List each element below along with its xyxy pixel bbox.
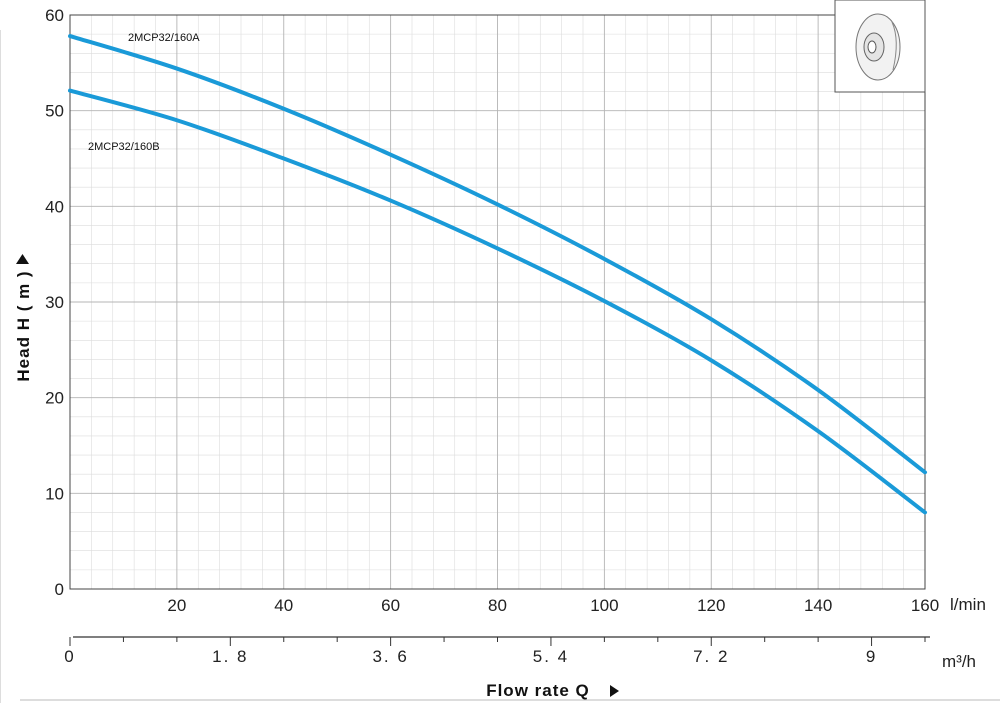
x-tick-label-m3h: 0 — [64, 647, 75, 666]
x-tick-label-m3h: 9 — [866, 647, 877, 666]
series-labels: 2MCP32/160A 2MCP32/160B — [88, 32, 200, 153]
y-tick-label: 20 — [45, 389, 64, 408]
y-axis-title: Head H ( m ) — [14, 270, 33, 381]
y-tick-label: 60 — [45, 6, 64, 25]
x-tick-label-m3h: 1. 8 — [212, 647, 248, 666]
y-tick-label: 50 — [45, 102, 64, 121]
x-tick-label-lmin: 20 — [167, 596, 186, 615]
x-tick-label-lmin: 160 — [911, 596, 939, 615]
x-tick-label-m3h: 3. 6 — [372, 647, 408, 666]
y-tick-label: 40 — [45, 197, 64, 216]
series-line-a — [68, 34, 927, 475]
x-tick-label-lmin: 60 — [381, 596, 400, 615]
x-unit-lmin: l/min — [950, 595, 986, 614]
y-tick-label: 0 — [55, 580, 64, 599]
plot-frame — [69, 14, 926, 590]
y-axis-tick-labels: 0 10 20 30 40 50 60 — [45, 6, 64, 599]
x-unit-m3h: m³/h — [942, 652, 976, 671]
x-tick-label-lmin: 80 — [488, 596, 507, 615]
x-tick-label-m3h: 5. 4 — [533, 647, 569, 666]
y-axis-arrow-icon — [16, 254, 29, 264]
series-label-a: 2MCP32/160A — [128, 32, 200, 44]
series-line-b — [68, 88, 927, 515]
series-label-b: 2MCP32/160B — [88, 141, 160, 153]
x-tick-label-m3h: 7. 2 — [693, 647, 729, 666]
y-tick-label: 30 — [45, 293, 64, 312]
x-tick-label-lmin: 100 — [590, 596, 618, 615]
x-tick-label-lmin: 40 — [274, 596, 293, 615]
y-tick-label: 10 — [45, 484, 64, 503]
x-tick-label-lmin: 140 — [804, 596, 832, 615]
x-axis-arrow-icon — [610, 685, 619, 697]
series-layer — [68, 34, 927, 515]
impeller-image — [834, 0, 926, 93]
y-axis-title-group: Head H ( m ) — [14, 254, 33, 382]
x-axis-title: Flow rate Q — [486, 681, 590, 700]
x-tick-label-lmin: 120 — [697, 596, 725, 615]
x-axis-lmin-tick-labels: 20 40 60 80 100 120 140 160 — [167, 596, 939, 615]
x-axis-m3h-tick-labels: 0 1. 8 3. 6 5. 4 7. 2 9 — [64, 637, 926, 666]
